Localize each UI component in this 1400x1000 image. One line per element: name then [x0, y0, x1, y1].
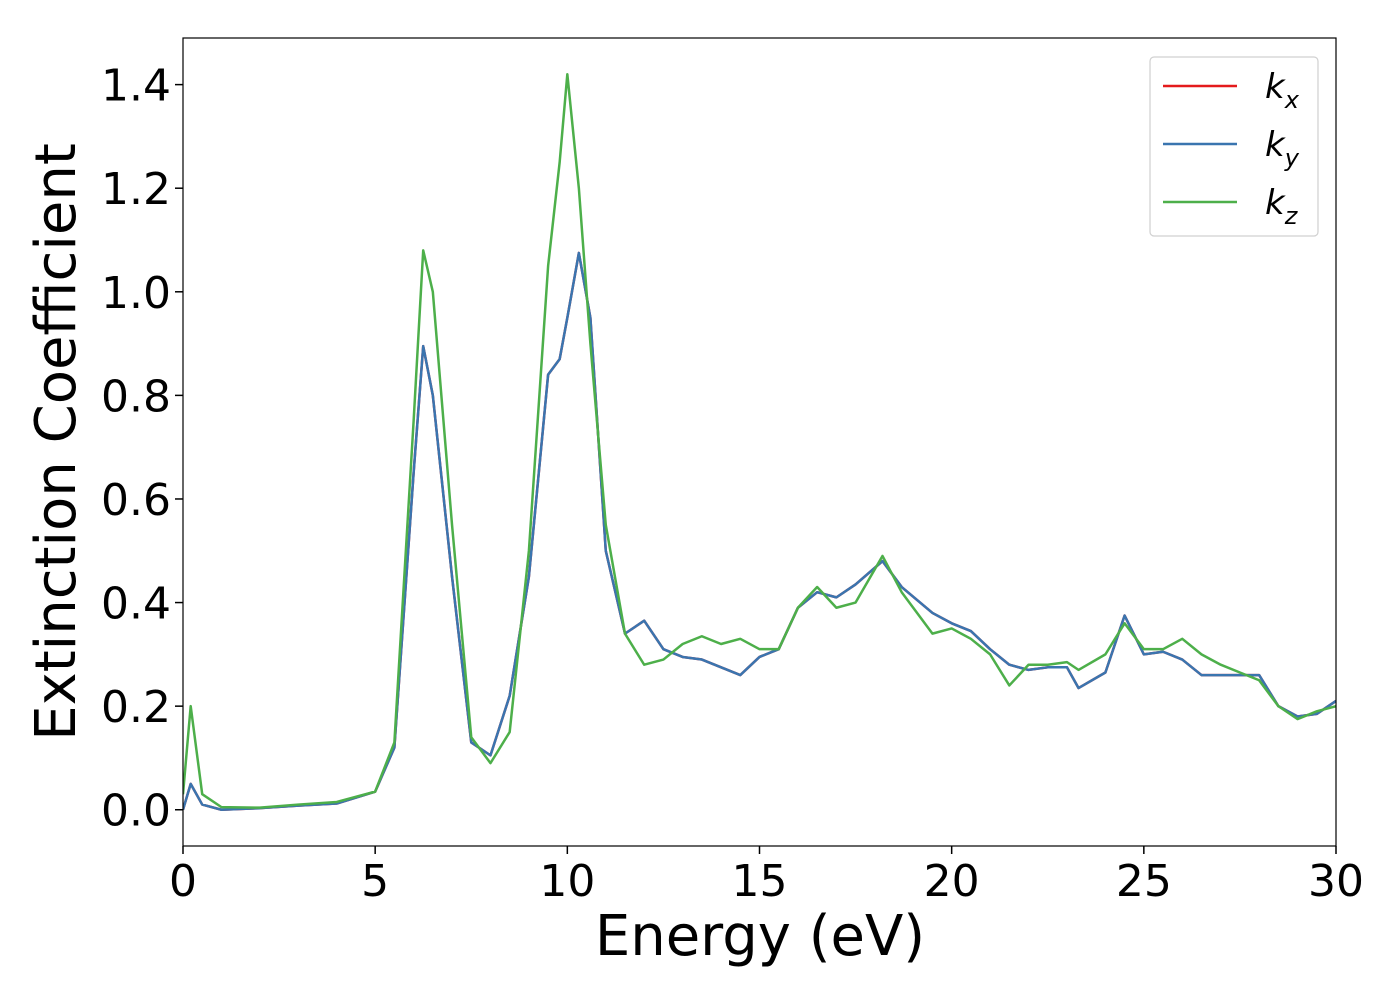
- series-line: [183, 251, 1336, 811]
- x-tick-label: 30: [1308, 856, 1364, 907]
- x-axis-label: Energy (eV): [595, 904, 925, 969]
- y-tick-label: 1.2: [101, 164, 171, 215]
- legend-box: [1149, 56, 1319, 237]
- y-axis-label: Extinction Coefficient: [24, 143, 89, 741]
- y-tick-label: 0.2: [101, 682, 171, 733]
- y-tick-label: 0.4: [101, 579, 171, 630]
- y-tick-label: 1.4: [101, 61, 171, 112]
- y-tick-label: 0.6: [101, 475, 171, 526]
- x-tick-label: 25: [1116, 856, 1172, 907]
- plot-frame: [182, 37, 1337, 847]
- y-tick-label: 1.0: [101, 268, 171, 319]
- legend-label: kx: [1265, 67, 1300, 114]
- x-tick-label: 5: [361, 856, 389, 907]
- legend-label: kz: [1265, 183, 1299, 230]
- x-tick-label: 10: [539, 856, 595, 907]
- series-line: [183, 73, 1336, 809]
- series-line: [183, 251, 1336, 811]
- y-tick-label: 0.0: [101, 786, 171, 837]
- y-tick-label: 0.8: [101, 371, 171, 422]
- x-tick-label: 20: [924, 856, 980, 907]
- legend-label: ky: [1265, 125, 1300, 172]
- x-tick-label: 15: [732, 856, 788, 907]
- x-tick-label: 0: [169, 856, 197, 907]
